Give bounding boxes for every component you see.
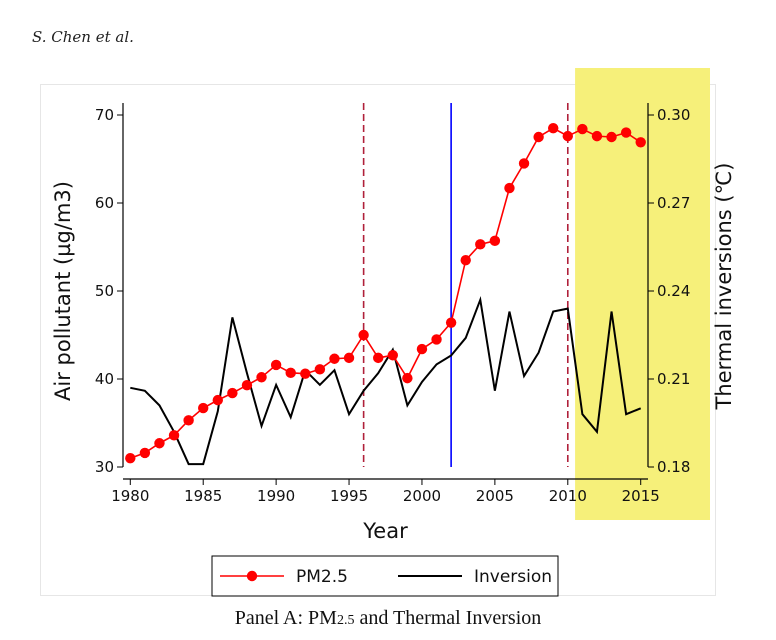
pm25-point xyxy=(300,368,311,379)
pm25-point xyxy=(577,123,588,135)
caption-suffix: and Thermal Inversion xyxy=(354,607,542,629)
y-axis-title: Air pollutant (µg/m3) xyxy=(51,181,75,401)
caption-prefix: Panel A: PM xyxy=(234,607,337,629)
caption-subscript: 2.5 xyxy=(336,613,355,628)
pm25-point xyxy=(620,127,632,138)
pm25-point xyxy=(460,255,471,266)
pm25-point xyxy=(606,131,617,143)
pm25-point xyxy=(416,343,428,355)
x-tick-label: 1995 xyxy=(330,487,368,505)
y2-tick-label: 0.27 xyxy=(657,194,690,212)
pm25-point xyxy=(548,123,559,134)
legend-pm25-label: PM2.5 xyxy=(296,567,348,587)
pm25-point xyxy=(591,130,603,142)
pm25-point xyxy=(533,131,544,143)
pm25-point xyxy=(227,387,238,399)
pm25-point xyxy=(314,364,326,375)
y2-tick-label: 0.18 xyxy=(657,458,690,476)
running-header-author: S. Chen et al. xyxy=(32,28,134,46)
legend-pm25-swatch-marker xyxy=(246,570,258,582)
pm25-point xyxy=(154,438,165,449)
pm25-point xyxy=(198,402,209,414)
y-tick-label: 70 xyxy=(95,106,114,124)
y2-tick-label: 0.30 xyxy=(657,106,690,124)
pm25-point xyxy=(139,447,151,459)
legend-inversion-label: Inversion xyxy=(474,567,552,587)
pm25-point xyxy=(504,182,515,194)
y-tick-label: 60 xyxy=(95,194,114,212)
pm25-point xyxy=(329,353,340,364)
x-tick-label: 2000 xyxy=(403,487,441,505)
pm25-point xyxy=(270,359,282,371)
pm25-point xyxy=(241,379,253,391)
pm25-point xyxy=(518,158,530,169)
pm25-point xyxy=(256,372,267,383)
pm25-point xyxy=(343,352,355,364)
pm25-point xyxy=(212,394,223,406)
y-tick-label: 50 xyxy=(95,282,114,300)
pm25-point xyxy=(125,453,136,464)
pm25-point xyxy=(475,239,486,250)
pm25-point xyxy=(489,235,501,247)
pm25-point xyxy=(387,350,398,361)
pm25-point xyxy=(183,415,194,426)
x-tick-label: 1990 xyxy=(257,487,295,505)
pm25-point xyxy=(562,130,573,142)
chart-panel-a: 1980 1985 1990 1995 2000 2005 2010 2015 30 40 50 60… xyxy=(51,68,736,597)
y-tick-label: 40 xyxy=(95,370,114,388)
pm25-point xyxy=(445,317,457,328)
figure-caption: Panel A: PM2.5 and Thermal Inversion xyxy=(0,607,776,630)
x-axis-title: Year xyxy=(362,519,408,543)
y2-tick-label: 0.24 xyxy=(657,282,690,300)
y-tick-label: 30 xyxy=(95,458,114,476)
x-tick-label: 1985 xyxy=(184,487,222,505)
x-tick-label: 1980 xyxy=(111,487,149,505)
series-inversion-line xyxy=(130,295,642,466)
y2-axis-title: Thermal inversions (℃) xyxy=(712,163,736,411)
x-tick-label: 2005 xyxy=(476,487,514,505)
pm25-point xyxy=(402,372,413,384)
x-tick-label: 2010 xyxy=(549,487,587,505)
x-tick-label: 2015 xyxy=(622,487,660,505)
pm25-point xyxy=(358,329,369,341)
y2-tick-label: 0.21 xyxy=(657,370,690,388)
pm25-point xyxy=(373,352,384,364)
pm25-point xyxy=(168,430,180,441)
pm25-point xyxy=(635,137,646,148)
pm25-point xyxy=(285,367,296,379)
pm25-point xyxy=(431,334,442,345)
